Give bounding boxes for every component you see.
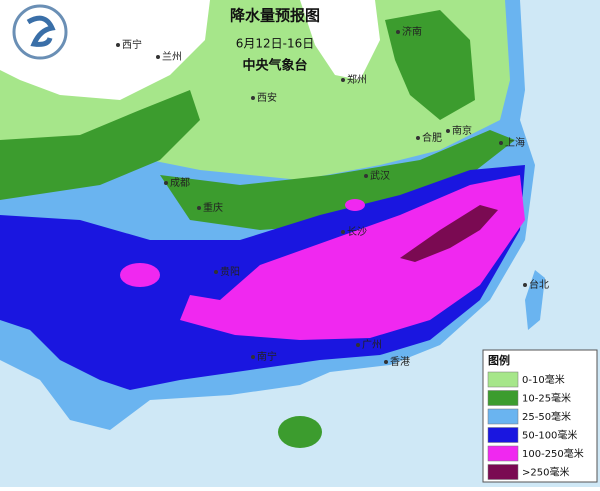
legend-label: >250毫米 xyxy=(522,466,569,479)
region-10-25 xyxy=(160,130,515,230)
city-dot xyxy=(214,270,218,274)
city-label: 香港 xyxy=(390,356,410,368)
city-label: 长沙 xyxy=(347,226,367,238)
legend-swatch xyxy=(487,371,519,388)
city-label: 济南 xyxy=(402,25,422,38)
legend-label: 25-50毫米 xyxy=(522,410,571,423)
city-label: 西安 xyxy=(257,91,277,104)
city-label: 台北 xyxy=(529,278,549,291)
region-100-250 xyxy=(120,263,160,287)
logo-mark xyxy=(26,15,56,47)
legend-swatch xyxy=(487,464,519,480)
city-label: 兰州 xyxy=(162,50,182,63)
city-label: 重庆 xyxy=(203,201,223,214)
legend-swatch xyxy=(487,427,519,443)
city-dot xyxy=(341,230,345,234)
city-label: 贵阳 xyxy=(220,265,240,278)
hainan xyxy=(278,416,322,448)
source: 中央气象台 xyxy=(242,58,307,74)
region-10-25 xyxy=(0,90,200,200)
city-label: 成都 xyxy=(170,177,190,189)
legend-items: 0-10毫米 10-25毫米 25-50毫米 50-100毫米 100-250毫米 >25… xyxy=(487,371,584,480)
city-label: 西宁 xyxy=(122,38,142,51)
city-label: 南宁 xyxy=(257,350,277,363)
legend-label: 0-10毫米 xyxy=(522,373,565,386)
city-dot xyxy=(341,78,345,82)
title: 降水量预报图 xyxy=(230,7,320,25)
city-dot xyxy=(164,181,168,185)
city-label: 上海 xyxy=(505,136,525,149)
region-none xyxy=(300,0,380,80)
region-100-250 xyxy=(345,199,365,211)
legend-label: 100-250毫米 xyxy=(522,447,584,460)
city-dot xyxy=(156,55,160,59)
city-label: 合肥 xyxy=(422,131,442,144)
city-dot xyxy=(251,355,255,359)
legend-swatch xyxy=(487,408,519,425)
legend-swatch xyxy=(487,390,519,406)
city-label: 广州 xyxy=(362,339,382,351)
date: 6月12日-16日 xyxy=(236,37,315,51)
city-label: 郑州 xyxy=(347,73,367,86)
city-dot xyxy=(364,174,368,178)
city-label: 武汉 xyxy=(370,169,390,182)
legend-title: 图例 xyxy=(488,353,510,367)
legend-label: 10-25毫米 xyxy=(522,392,571,405)
taiwan xyxy=(525,270,545,330)
region-10-25 xyxy=(385,10,475,120)
city-dot xyxy=(523,283,527,287)
city-dot xyxy=(499,141,503,145)
city-dot xyxy=(251,96,255,100)
city-dot xyxy=(446,129,450,133)
region-over-250 xyxy=(400,205,498,262)
city-dot xyxy=(116,43,120,47)
region-100-250 xyxy=(180,175,525,340)
city-dot xyxy=(396,30,400,34)
city-dot xyxy=(356,343,360,347)
city-label: 南京 xyxy=(452,124,472,137)
legend-label: 50-100毫米 xyxy=(522,429,577,442)
city-dot xyxy=(197,206,201,210)
legend-swatch xyxy=(487,445,519,462)
city-dot xyxy=(384,360,388,364)
city-dot xyxy=(416,136,420,140)
